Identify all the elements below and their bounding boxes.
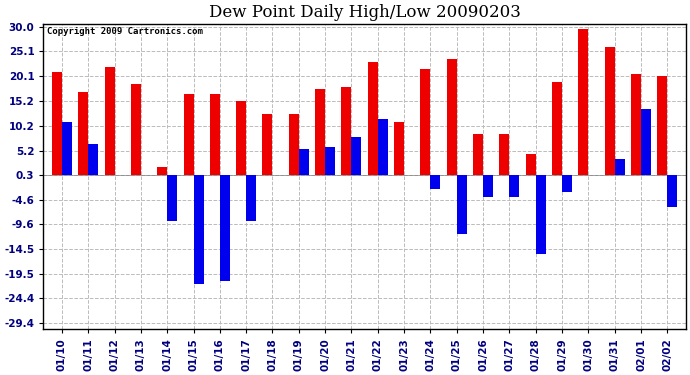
Bar bbox=[483, 175, 493, 196]
Bar bbox=[315, 89, 325, 175]
Bar bbox=[562, 175, 572, 192]
Bar bbox=[88, 144, 98, 175]
Bar bbox=[526, 154, 535, 175]
Bar bbox=[473, 134, 483, 175]
Bar bbox=[157, 166, 167, 175]
Bar bbox=[667, 175, 678, 207]
Bar bbox=[246, 175, 256, 222]
Bar bbox=[509, 175, 520, 196]
Bar bbox=[394, 122, 404, 175]
Bar bbox=[641, 109, 651, 175]
Bar bbox=[378, 119, 388, 175]
Bar bbox=[210, 94, 220, 175]
Bar bbox=[236, 100, 246, 175]
Bar bbox=[447, 59, 457, 175]
Bar bbox=[500, 134, 509, 175]
Bar bbox=[220, 175, 230, 282]
Bar bbox=[167, 175, 177, 222]
Bar bbox=[615, 159, 624, 175]
Bar bbox=[342, 87, 351, 175]
Bar bbox=[552, 82, 562, 175]
Bar bbox=[631, 74, 641, 175]
Bar bbox=[431, 175, 440, 189]
Bar bbox=[457, 175, 467, 234]
Bar bbox=[578, 29, 589, 175]
Bar bbox=[62, 122, 72, 175]
Bar bbox=[325, 147, 335, 175]
Bar bbox=[289, 114, 299, 175]
Bar bbox=[193, 175, 204, 284]
Bar bbox=[131, 84, 141, 175]
Bar bbox=[604, 46, 615, 175]
Bar bbox=[535, 175, 546, 254]
Bar bbox=[184, 94, 193, 175]
Bar bbox=[104, 67, 115, 175]
Bar bbox=[299, 149, 309, 175]
Bar bbox=[368, 62, 378, 175]
Bar bbox=[78, 92, 88, 175]
Title: Dew Point Daily High/Low 20090203: Dew Point Daily High/Low 20090203 bbox=[208, 4, 520, 21]
Bar bbox=[658, 76, 667, 175]
Bar bbox=[420, 69, 431, 175]
Text: Copyright 2009 Cartronics.com: Copyright 2009 Cartronics.com bbox=[47, 27, 203, 36]
Bar bbox=[351, 136, 362, 175]
Bar bbox=[262, 114, 273, 175]
Bar bbox=[52, 72, 62, 175]
